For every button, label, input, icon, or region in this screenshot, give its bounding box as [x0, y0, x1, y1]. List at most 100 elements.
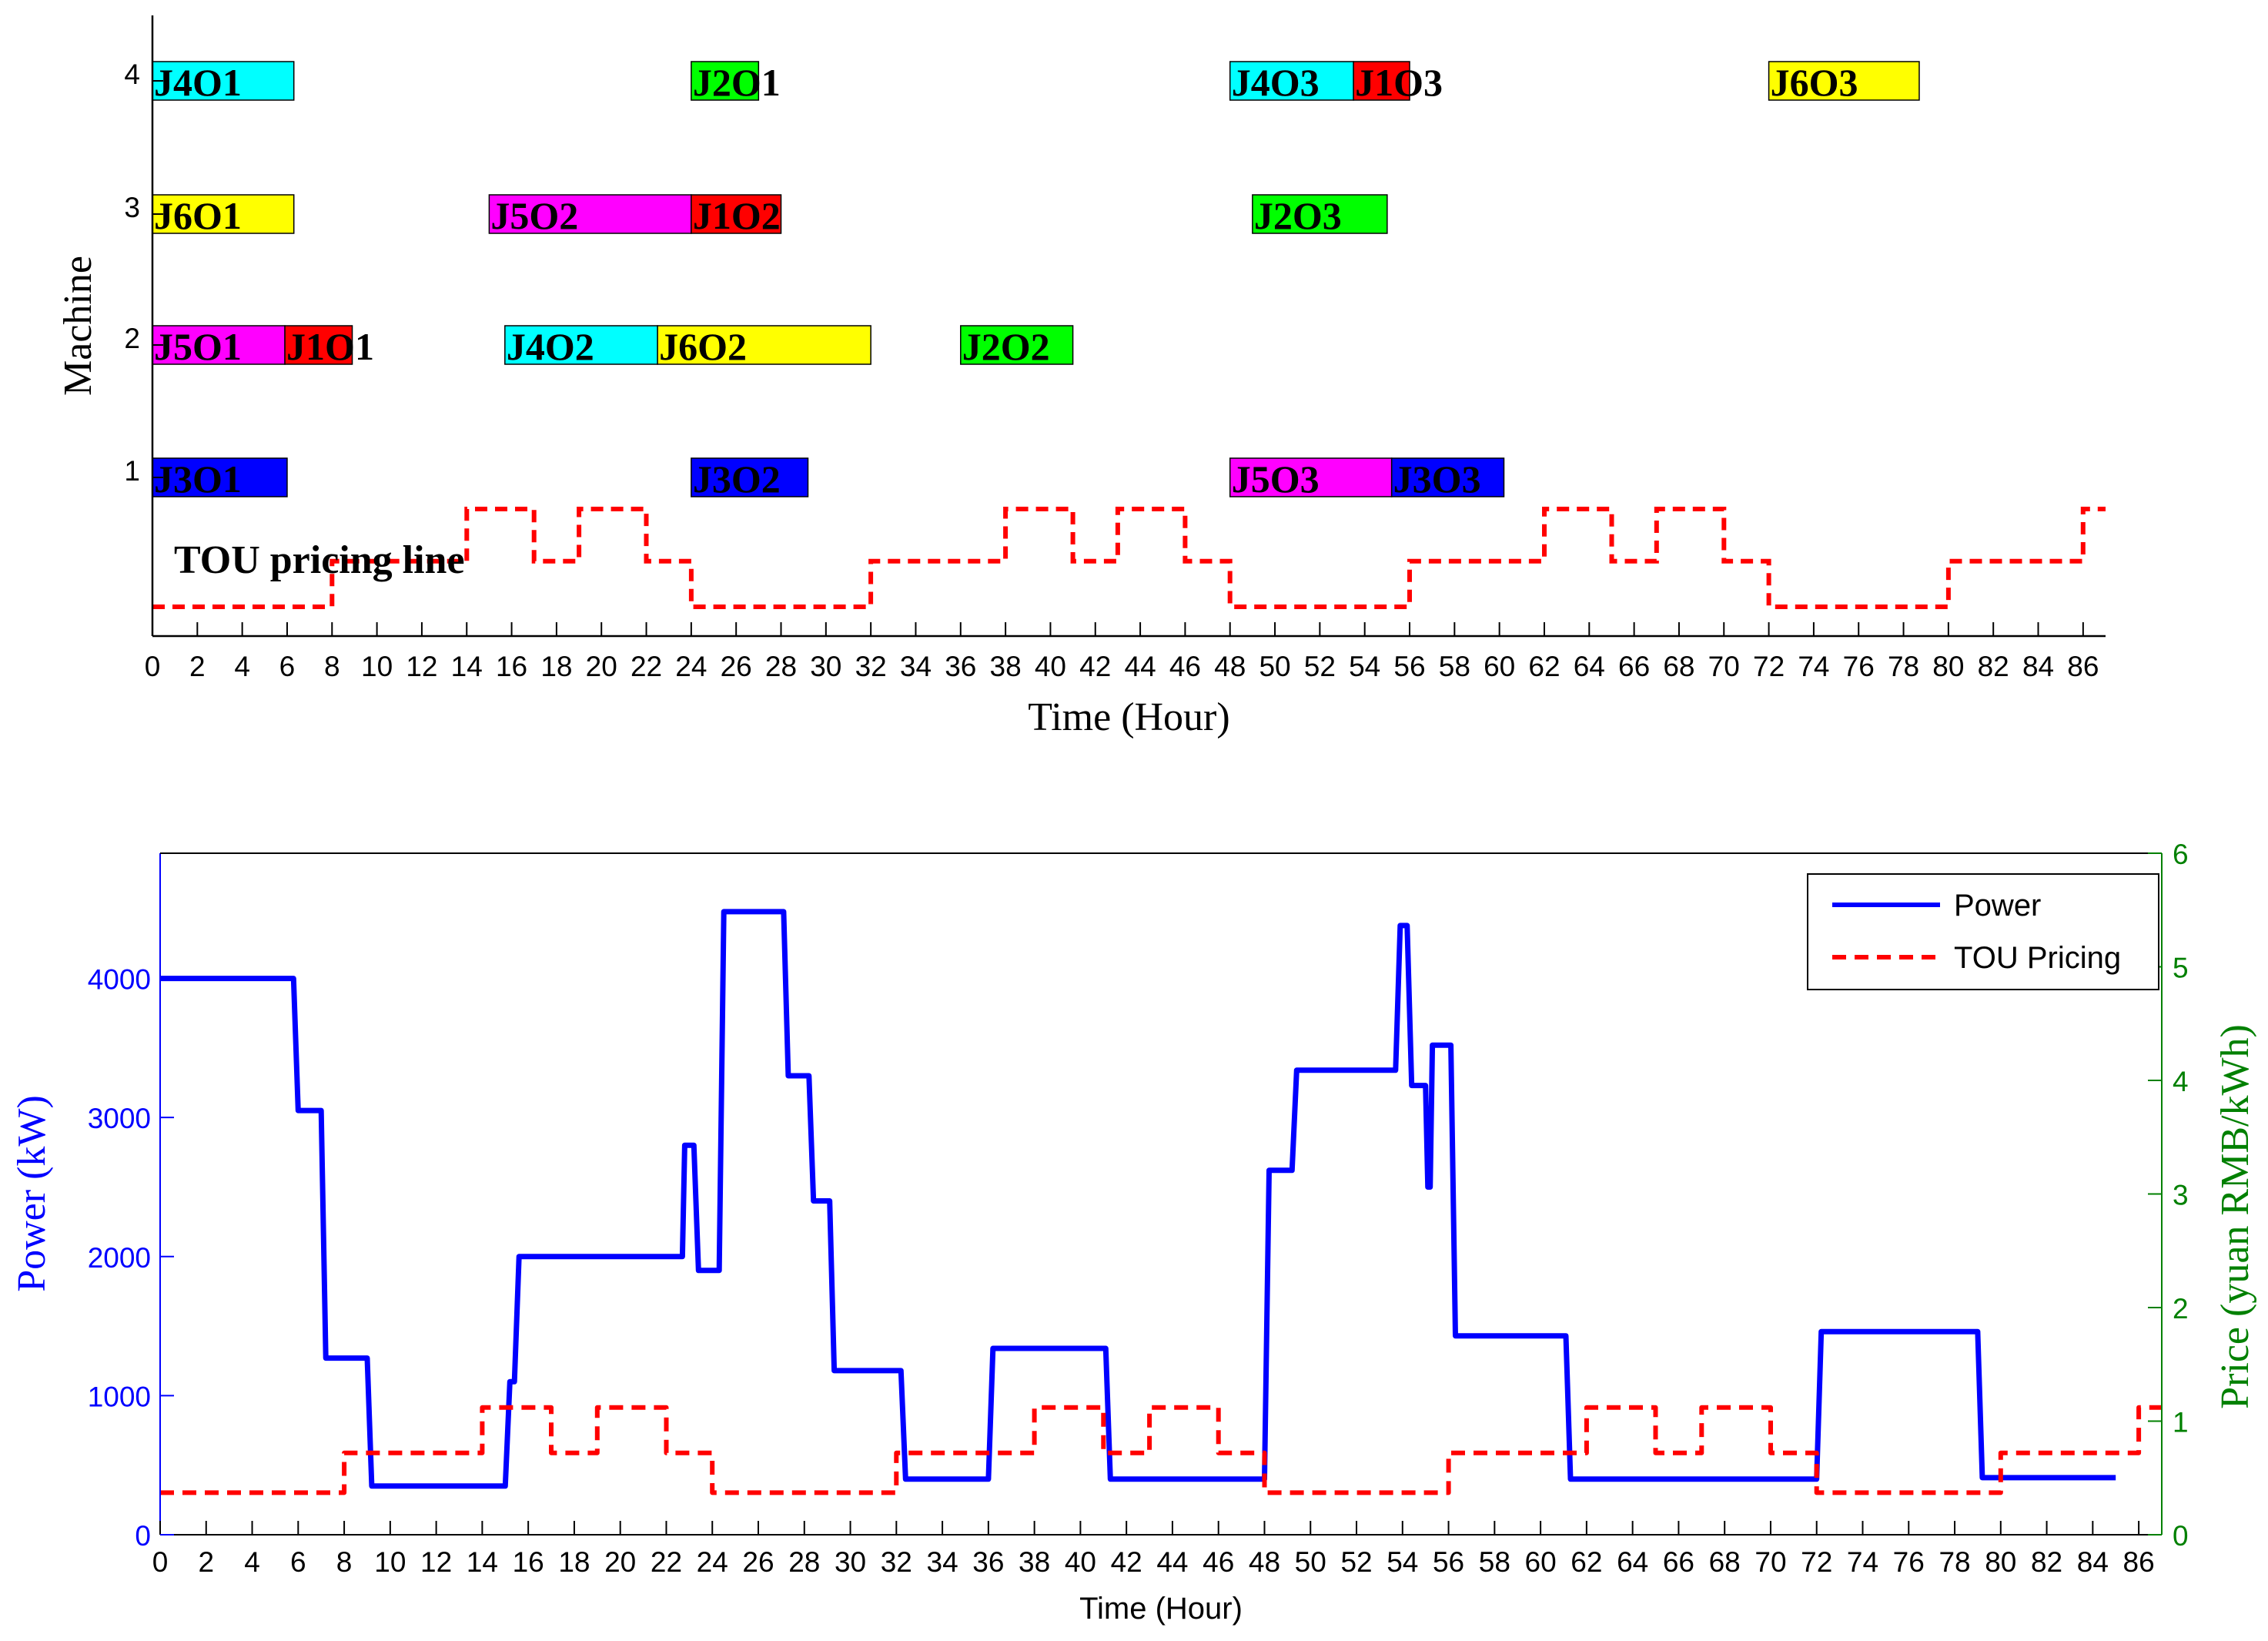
gantt-bar-label: J3O1	[154, 457, 242, 501]
line-x-tick-label: 0	[152, 1546, 169, 1578]
price-y-ticks: 0 1 2 3 4 5 6	[2148, 839, 2189, 1552]
line-x-tick-label: 6	[290, 1546, 306, 1578]
gantt-bar-label: J2O1	[693, 61, 781, 104]
gantt-tou-step-line	[152, 507, 2106, 609]
line-series	[160, 909, 2162, 1495]
power-y-ticks: 0 1000 2000 3000 4000	[88, 964, 174, 1552]
gantt-x-tick-label: 30	[810, 651, 841, 682]
line-x-tick-label: 78	[1939, 1546, 1970, 1578]
gantt-x-tick-label: 74	[1798, 651, 1829, 682]
line-x-tick-label: 64	[1617, 1546, 1648, 1578]
gantt-x-tick-label: 46	[1169, 651, 1201, 682]
gantt-bar-label: J3O2	[693, 457, 781, 501]
gantt-tou-line	[152, 507, 2106, 609]
gantt-bar-label: J2O3	[1254, 194, 1342, 237]
line-x-tick-label: 22	[651, 1546, 682, 1578]
line-x-tick-label: 20	[604, 1546, 636, 1578]
gantt-bar-label: J1O2	[693, 194, 781, 237]
gantt-x-tick-label: 56	[1393, 651, 1425, 682]
gantt-bar-j3o2	[691, 457, 809, 497]
gantt-x-tick-label: 18	[540, 651, 572, 682]
gantt-x-tick-label: 72	[1753, 651, 1785, 682]
gantt-x-tick-label: 44	[1125, 651, 1156, 682]
gantt-x-tick-label: 36	[945, 651, 976, 682]
price-y-tick-label: 6	[2173, 839, 2189, 870]
line-x-tick-label: 28	[788, 1546, 820, 1578]
gantt-x-tick-label: 86	[2067, 651, 2099, 682]
gantt-x-tick-label: 60	[1484, 651, 1515, 682]
gantt-x-tick-label: 2	[189, 651, 206, 682]
gantt-x-tick-label: 28	[765, 651, 797, 682]
gantt-x-tick-label: 42	[1079, 651, 1111, 682]
power-y-tick-label: 1000	[88, 1381, 151, 1412]
gantt-bar-label: J6O2	[659, 325, 747, 368]
gantt-bar-label: J2O2	[962, 325, 1050, 368]
line-x-ticks: 0 2 4 6 8 10 12 14 16 18 20 22 24 26 28 30 32 34 36 38 40 42 4…	[152, 1521, 2155, 1578]
gantt-x-tick-label: 8	[324, 651, 340, 682]
line-x-tick-label: 56	[1433, 1546, 1464, 1578]
gantt-bar-j1o3	[1353, 61, 1410, 101]
line-x-tick-label: 44	[1156, 1546, 1188, 1578]
gantt-x-tick-label: 34	[900, 651, 932, 682]
line-x-tick-label: 26	[742, 1546, 774, 1578]
gantt-x-tick-label: 10	[361, 651, 393, 682]
power-y-tick-label: 3000	[88, 1103, 151, 1134]
gantt-bar-j4o3	[1229, 61, 1354, 101]
line-x-tick-label: 24	[697, 1546, 728, 1578]
gantt-x-tick-label: 62	[1528, 651, 1560, 682]
line-x-tick-label: 74	[1847, 1546, 1878, 1578]
price-y-tick-label: 5	[2173, 953, 2189, 984]
power-y-tick-label: 4000	[88, 964, 151, 996]
gantt-x-tick-label: 52	[1304, 651, 1336, 682]
gantt-x-tick-label: 22	[631, 651, 662, 682]
gantt-bar-j3o3	[1390, 457, 1505, 497]
legend-box	[1807, 873, 2159, 990]
gantt-tou-annotation: TOU pricing line	[174, 538, 465, 582]
gantt-y-axis-label: Machine	[56, 256, 100, 396]
line-x-tick-label: 14	[467, 1546, 498, 1578]
line-x-tick-label: 84	[2077, 1546, 2109, 1578]
line-x-tick-label: 40	[1065, 1546, 1096, 1578]
gantt-y-tick-label: 2	[124, 323, 140, 354]
gantt-bar-label: J4O1	[154, 61, 242, 104]
gantt-x-tick-label: 84	[2022, 651, 2054, 682]
gantt-bar-label: J1O3	[1355, 61, 1443, 104]
line-x-tick-label: 52	[1340, 1546, 1372, 1578]
legend: Power TOU Pricing	[1807, 873, 2159, 990]
line-x-tick-label: 76	[1893, 1546, 1925, 1578]
line-x-tick-label: 12	[420, 1546, 452, 1578]
line-x-tick-label: 66	[1663, 1546, 1694, 1578]
gantt-x-tick-label: 32	[855, 651, 887, 682]
gantt-bar-label: J5O1	[154, 325, 242, 368]
gantt-bar-label: J4O2	[507, 325, 594, 368]
gantt-x-tick-label: 12	[406, 651, 437, 682]
gantt-x-tick-label: 78	[1888, 651, 1919, 682]
gantt-x-tick-label: 14	[451, 651, 483, 682]
gantt-bar-label: J4O3	[1232, 61, 1320, 104]
gantt-x-tick-label: 66	[1618, 651, 1650, 682]
series-power	[160, 909, 2116, 1489]
line-x-tick-label: 48	[1249, 1546, 1280, 1578]
line-x-tick-label: 82	[2031, 1546, 2062, 1578]
line-x-tick-label: 8	[336, 1546, 353, 1578]
price-y-tick-label: 2	[2173, 1293, 2189, 1325]
line-x-tick-label: 16	[513, 1546, 544, 1578]
line-x-axis-label: Time (Hour)	[1079, 1592, 1243, 1626]
gantt-bar-j3o1	[152, 457, 288, 497]
line-x-tick-label: 30	[835, 1546, 866, 1578]
line-x-tick-label: 86	[2123, 1546, 2155, 1578]
price-axis-label: Price (yuan RMB/kWh)	[2213, 1024, 2257, 1409]
gantt-x-tick-label: 38	[990, 651, 1022, 682]
price-y-tick-label: 4	[2173, 1066, 2189, 1097]
gantt-x-tick-label: 48	[1214, 651, 1246, 682]
line-x-tick-label: 50	[1295, 1546, 1326, 1578]
gantt-bar-label: J6O3	[1771, 61, 1858, 104]
line-x-tick-label: 38	[1019, 1546, 1050, 1578]
gantt-y-ticks: 1 2 3 4	[124, 59, 163, 487]
gantt-bar-j5o3	[1229, 457, 1393, 497]
legend-label: Power	[1954, 889, 2041, 923]
gantt-bar-label: J3O3	[1393, 457, 1481, 501]
gantt-x-tick-label: 58	[1439, 651, 1470, 682]
gantt-x-tick-label: 64	[1574, 651, 1605, 682]
line-x-tick-label: 34	[927, 1546, 958, 1578]
